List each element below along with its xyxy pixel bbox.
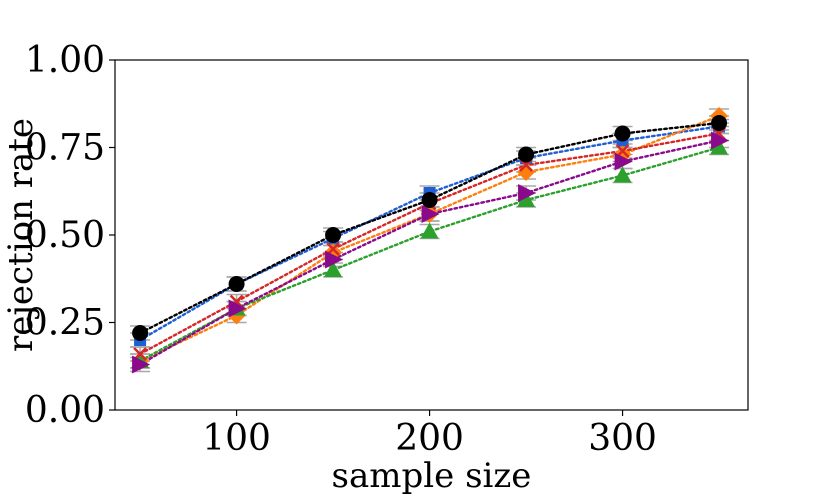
series-line-green: [138, 146, 721, 363]
y-tick-label: 1.00: [25, 40, 105, 81]
data-point-purple: [614, 152, 633, 171]
data-point-green: [613, 166, 632, 183]
y-tick-label: 0.75: [25, 128, 105, 169]
series-line-purple: [138, 139, 721, 366]
data-point-purple: [518, 184, 537, 202]
x-tick-label: 300: [588, 418, 657, 459]
data-point-green: [420, 222, 439, 239]
data-point-black: [518, 146, 535, 163]
x-tick-label: 200: [395, 418, 464, 459]
data-point-black: [421, 192, 438, 208]
data-point-purple: [228, 299, 247, 318]
y-tick-label: 0.00: [25, 390, 105, 431]
y-tick-label: 0.50: [25, 215, 105, 256]
data-point-green: [324, 261, 343, 277]
x-axis-label: sample size: [332, 456, 532, 496]
data-point-orange: [517, 163, 536, 181]
data-point-black: [228, 276, 245, 292]
data-point-black: [614, 125, 631, 142]
data-point-green: [710, 138, 729, 155]
data-point-purple: [132, 355, 151, 374]
data-point-purple: [421, 205, 440, 223]
data-point-green: [517, 191, 536, 207]
y-axis-label: rejection rate: [1, 118, 41, 352]
data-point-black: [711, 115, 728, 131]
x-tick-label: 100: [202, 418, 271, 459]
data-point-black: [325, 227, 342, 243]
y-tick-label: 0.25: [25, 303, 105, 344]
data-point-purple: [711, 131, 730, 150]
data-point-black: [132, 325, 149, 341]
data-point-purple: [325, 250, 344, 269]
